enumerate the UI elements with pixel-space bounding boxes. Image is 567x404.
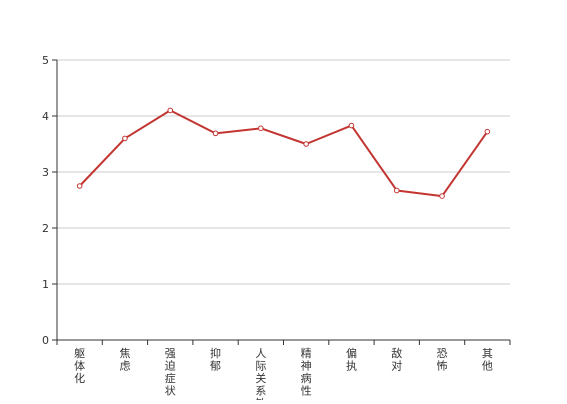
y-tick-label: 5: [42, 54, 49, 67]
y-tick-label: 1: [42, 278, 49, 291]
data-point[interactable]: [484, 128, 491, 135]
data-point[interactable]: [439, 193, 445, 199]
data-point[interactable]: [348, 122, 355, 129]
x-tick-label: 强迫症状: [165, 347, 176, 398]
y-tick-label: 3: [42, 166, 49, 179]
data-point[interactable]: [212, 130, 219, 137]
x-tick-label: 其他: [482, 347, 493, 373]
y-tick-label: 2: [42, 222, 49, 235]
series-line: [78, 109, 489, 198]
y-tick-label: 4: [42, 110, 49, 123]
data-point[interactable]: [122, 135, 128, 142]
x-tick-label: 躯体化: [74, 347, 85, 385]
data-point[interactable]: [167, 107, 174, 114]
series: [76, 107, 491, 199]
data-point[interactable]: [303, 141, 309, 147]
data-point[interactable]: [76, 183, 83, 189]
x-tick-label: 抑郁: [210, 346, 221, 373]
grid-lines: [57, 59, 510, 285]
axes: [52, 59, 511, 345]
x-tick-labels: 躯体化 焦虑 强迫症状 抑郁 人际关系敏感 精神病性 偏执 敌对 恐怖 其他: [74, 346, 493, 404]
x-tick-label: 恐怖: [437, 347, 448, 373]
y-tick-label: 0: [42, 334, 49, 347]
x-tick-label: 人际关系敏感: [255, 347, 266, 400]
y-tick-labels: 0 1 2 3 4 5: [42, 54, 49, 347]
x-tick-label: 敌对: [391, 346, 402, 373]
x-tick-label: 焦虑: [119, 347, 130, 373]
data-point[interactable]: [258, 125, 264, 132]
x-tick-label: 精神病性: [301, 347, 312, 398]
x-tick-label: 偏执: [346, 346, 357, 373]
data-point[interactable]: [393, 187, 400, 194]
